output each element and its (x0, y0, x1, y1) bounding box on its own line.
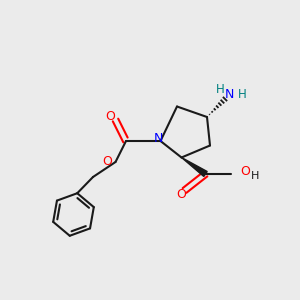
Text: O: O (240, 165, 250, 178)
Text: N: N (153, 132, 163, 145)
Text: O: O (176, 188, 186, 202)
Text: O: O (105, 110, 115, 123)
Text: N: N (225, 88, 234, 101)
Text: H: H (251, 171, 260, 182)
Text: H: H (238, 88, 247, 101)
Text: O: O (102, 155, 112, 168)
Text: H: H (216, 83, 225, 96)
Polygon shape (182, 158, 207, 176)
